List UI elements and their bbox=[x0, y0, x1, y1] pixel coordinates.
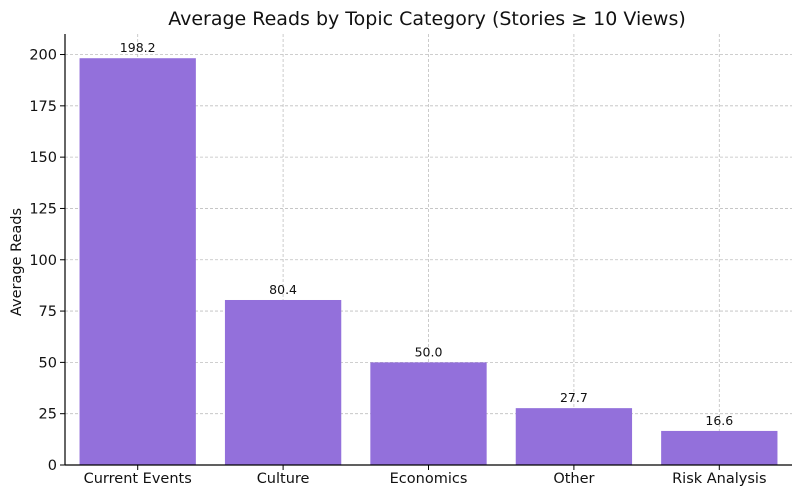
x-tick-label: Current Events bbox=[84, 471, 192, 487]
y-tick-label: 50 bbox=[39, 355, 57, 371]
x-tick-label: Risk Analysis bbox=[672, 471, 766, 487]
x-tick-label: Economics bbox=[390, 471, 468, 487]
y-tick-label: 25 bbox=[39, 407, 57, 423]
bar-value-label: 50.0 bbox=[415, 344, 443, 359]
bars bbox=[79, 58, 778, 466]
chart-title: Average Reads by Topic Category (Stories… bbox=[168, 8, 686, 30]
bar-value-label: 80.4 bbox=[269, 282, 297, 297]
data-labels: 198.2 80.4 50.0 27.7 16.6 bbox=[120, 40, 733, 428]
y-tick-label: 0 bbox=[48, 458, 57, 474]
bar bbox=[370, 362, 487, 465]
bar bbox=[515, 408, 633, 465]
bar bbox=[79, 58, 196, 466]
bar-value-label: 16.6 bbox=[705, 413, 733, 428]
bar bbox=[224, 299, 342, 465]
x-tick-label: Culture bbox=[257, 471, 310, 487]
y-tick-label: 75 bbox=[39, 304, 57, 320]
x-tick-label: Other bbox=[553, 471, 594, 487]
ticks: 0 25 50 75 100 125 150 175 200 Current Events Cult… bbox=[29, 48, 766, 487]
bar-value-label: 27.7 bbox=[560, 390, 588, 405]
y-tick-label: 100 bbox=[29, 253, 57, 269]
y-tick-label: 200 bbox=[29, 48, 57, 64]
y-tick-label: 175 bbox=[29, 99, 57, 115]
y-tick-label: 150 bbox=[29, 150, 57, 166]
bar-value-label: 198.2 bbox=[120, 40, 156, 55]
y-axis-label: Average Reads bbox=[9, 208, 25, 316]
bar bbox=[661, 430, 778, 465]
y-tick-label: 125 bbox=[29, 201, 57, 217]
